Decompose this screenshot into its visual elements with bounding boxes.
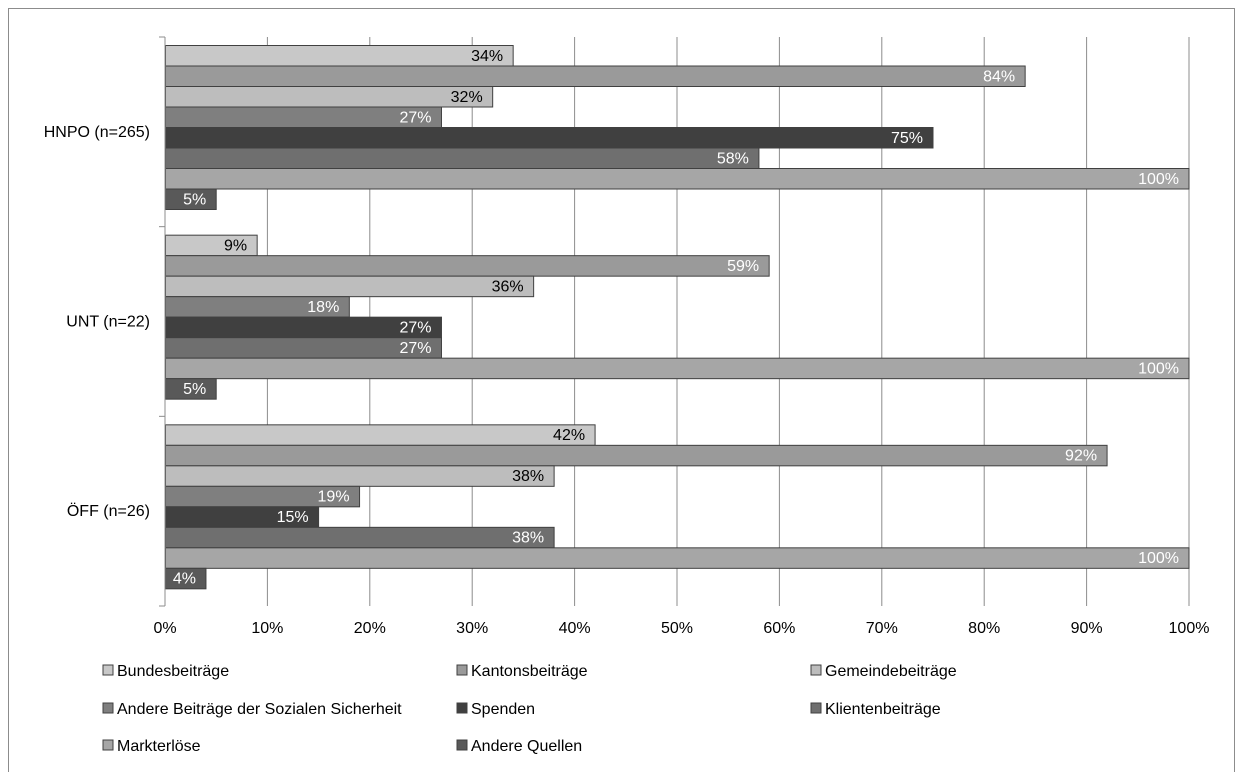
legend: Bundesbeiträge Kantonsbeiträge Gemeindebei… bbox=[102, 663, 957, 755]
data-label: 15% bbox=[277, 509, 309, 526]
data-label: 4% bbox=[173, 571, 196, 588]
x-tick-label: 50% bbox=[661, 620, 693, 637]
bar bbox=[165, 65, 1026, 87]
data-label: 32% bbox=[451, 89, 483, 106]
bar bbox=[165, 45, 514, 67]
legend-label: Spenden bbox=[471, 701, 535, 718]
data-label: 92% bbox=[1065, 448, 1097, 465]
x-tick-label: 20% bbox=[354, 620, 386, 637]
data-label: 27% bbox=[399, 319, 431, 336]
legend-swatch bbox=[810, 702, 822, 714]
bar bbox=[165, 255, 770, 277]
data-label: 38% bbox=[512, 530, 544, 547]
legend-swatch bbox=[810, 664, 822, 676]
bar bbox=[165, 127, 934, 149]
bar bbox=[165, 424, 596, 446]
data-label: 100% bbox=[1138, 550, 1179, 567]
bar bbox=[165, 168, 1190, 190]
legend-swatch bbox=[102, 702, 114, 714]
legend-swatch bbox=[102, 664, 114, 676]
data-label: 58% bbox=[717, 150, 749, 167]
x-tick-label: 70% bbox=[866, 620, 898, 637]
data-label: 27% bbox=[399, 109, 431, 126]
x-tick-label: 80% bbox=[968, 620, 1000, 637]
category-label: ÖFF (n=26) bbox=[67, 502, 150, 520]
data-label: 9% bbox=[224, 237, 247, 254]
data-label: 34% bbox=[471, 48, 503, 65]
legend-swatch bbox=[456, 739, 468, 751]
data-label: 42% bbox=[553, 427, 585, 444]
legend-swatch bbox=[456, 702, 468, 714]
bar bbox=[165, 444, 1108, 467]
bar bbox=[165, 86, 494, 108]
data-label: 59% bbox=[727, 258, 759, 275]
legend-label: Markterlöse bbox=[117, 738, 201, 755]
bar bbox=[165, 526, 555, 549]
bar bbox=[165, 357, 1190, 380]
x-tick-label: 100% bbox=[1169, 620, 1210, 637]
legend-label: Andere Quellen bbox=[471, 738, 582, 755]
axis-layer: 0% 10% 20% 30% 40% 50% 60% 70% 80% 90% 100% HNPO (n… bbox=[44, 36, 1210, 637]
bar bbox=[165, 275, 535, 298]
x-tick-label: 30% bbox=[456, 620, 488, 637]
data-label: 100% bbox=[1138, 360, 1179, 377]
x-tick-label: 40% bbox=[559, 620, 591, 637]
x-tick-label: 10% bbox=[251, 620, 283, 637]
data-label: 36% bbox=[492, 278, 524, 295]
legend-swatch bbox=[102, 739, 114, 751]
legend-label: Bundesbeiträge bbox=[117, 663, 229, 680]
data-label: 5% bbox=[183, 381, 206, 398]
category-label: UNT (n=22) bbox=[66, 314, 150, 331]
data-label: 84% bbox=[983, 68, 1015, 85]
data-label: 27% bbox=[399, 340, 431, 357]
bar bbox=[165, 147, 760, 169]
bars-layer: 34% 84% 32% 27% 75% 58% 100% 5% 9% 59% 36% 18% 27% 27… bbox=[165, 45, 1190, 590]
data-label: 18% bbox=[307, 299, 339, 316]
data-label: 5% bbox=[183, 191, 206, 208]
x-tick-label: 0% bbox=[153, 620, 176, 637]
data-label: 38% bbox=[512, 468, 544, 485]
legend-label: Kantonsbeiträge bbox=[471, 663, 588, 680]
legend-label: Klientenbeiträge bbox=[825, 701, 941, 718]
data-label: 19% bbox=[318, 489, 350, 506]
x-tick-label: 90% bbox=[1071, 620, 1103, 637]
data-label: 75% bbox=[891, 130, 923, 147]
category-label: HNPO (n=265) bbox=[44, 124, 150, 141]
data-label: 100% bbox=[1138, 171, 1179, 188]
bar bbox=[165, 547, 1190, 569]
legend-swatch bbox=[456, 664, 468, 676]
legend-label: Andere Beiträge der Sozialen Sicherheit bbox=[117, 701, 402, 718]
x-tick-label: 60% bbox=[763, 620, 795, 637]
bar bbox=[165, 465, 555, 487]
legend-label: Gemeindebeiträge bbox=[825, 663, 957, 680]
